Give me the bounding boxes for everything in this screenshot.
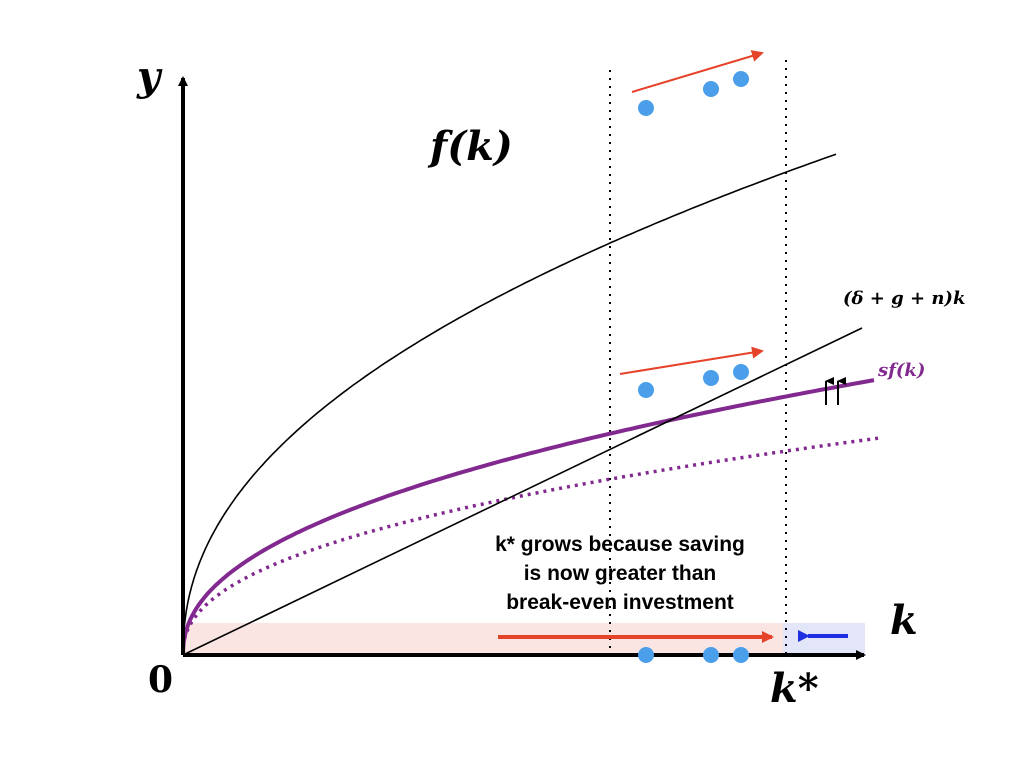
- production-curve-label: f(k): [427, 123, 513, 170]
- k-star-label: k*: [770, 665, 819, 712]
- annotation-line: is now greater than: [524, 562, 717, 585]
- dot: [638, 647, 654, 663]
- annotation: k* grows because saving is now greater t…: [495, 533, 745, 614]
- production-dots: [638, 71, 749, 116]
- dot: [703, 647, 719, 663]
- break-even-label: (δ + g + n)k: [843, 288, 965, 309]
- savings-dots: [638, 364, 749, 398]
- growth-arrow-top: [631, 50, 764, 93]
- production-curve: [182, 153, 837, 655]
- dot: [703, 370, 719, 386]
- growth-arrow-middle: [619, 346, 764, 375]
- axis-dots: [638, 647, 749, 663]
- savings-curve-label: sf(k): [877, 360, 925, 381]
- x-axis-label: k: [890, 597, 918, 644]
- dot: [703, 81, 719, 97]
- dot: [733, 647, 749, 663]
- old-savings-curve: [181, 436, 879, 655]
- dot: [638, 382, 654, 398]
- annotation-line: k* grows because saving: [495, 533, 745, 556]
- y-axis-label: y: [136, 53, 163, 100]
- dot: [638, 100, 654, 116]
- double-up-arrow-icon: [825, 377, 846, 405]
- return-region: [783, 623, 865, 654]
- annotation-line: break-even investment: [506, 591, 734, 614]
- dot: [733, 71, 749, 87]
- break-even-line: [182, 327, 863, 656]
- savings-curve: [181, 378, 875, 655]
- dot: [733, 364, 749, 380]
- origin-label: 0: [148, 659, 173, 701]
